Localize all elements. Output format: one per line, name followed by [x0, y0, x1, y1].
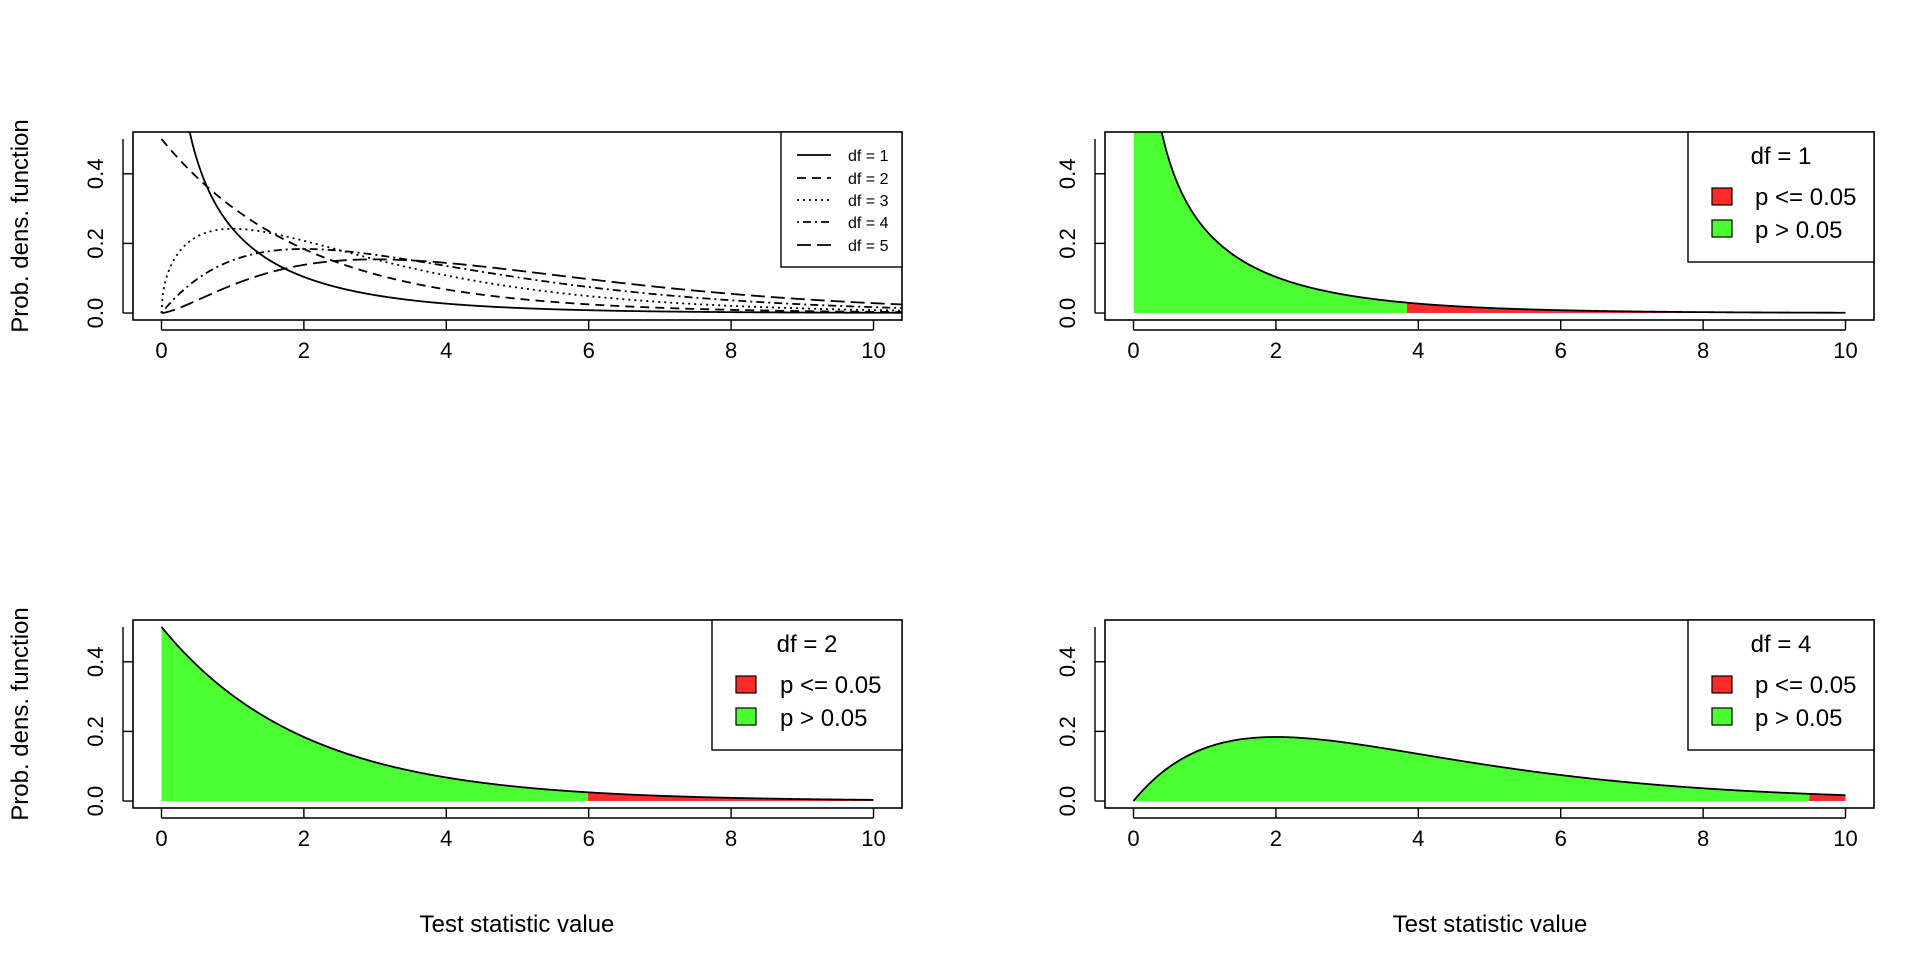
- series-line-df4: [160, 248, 902, 314]
- y-axis-title: Prob. dens. function: [7, 607, 34, 820]
- region-accept: [1133, 737, 1810, 802]
- legend-label-accept: p > 0.05: [780, 705, 867, 732]
- legend-label-reject: p <= 0.05: [1755, 184, 1856, 211]
- legend-label-reject: p <= 0.05: [1755, 672, 1856, 699]
- legend-title: df = 1: [1751, 143, 1812, 170]
- x-tick-label: 2: [298, 826, 310, 851]
- region-reject: [587, 792, 874, 802]
- y-tick-label: 0.0: [1055, 298, 1080, 329]
- x-tick-label: 0: [1127, 338, 1139, 363]
- legend: df = 4 p <= 0.05 p > 0.05: [1687, 619, 1875, 751]
- density-regions: [1132, 736, 1846, 802]
- density-curve-df2: [160, 626, 874, 801]
- region-accept: [161, 626, 588, 802]
- y-tick-label: 0.2: [83, 228, 108, 259]
- legend-title: df = 4: [1751, 631, 1812, 658]
- x-tick-label: 4: [440, 338, 452, 363]
- legend-swatch-reject: [1711, 187, 1733, 206]
- y-tick-label: 0.0: [1055, 786, 1080, 817]
- region-accept: [1133, 132, 1407, 314]
- x-tick-label: 4: [440, 826, 452, 851]
- x-axis: 0 2 4 6 8 10: [1127, 808, 1858, 851]
- legend-label-accept: p > 0.05: [1755, 217, 1842, 244]
- y-axis-title: Prob. dens. function: [7, 119, 34, 332]
- x-tick-label: 0: [1127, 826, 1139, 851]
- legend-swatch-reject: [735, 675, 757, 694]
- density-regions: [1133, 132, 1846, 314]
- x-axis-title: Test statistic value: [1393, 911, 1588, 938]
- density-regions: [160, 626, 874, 802]
- x-tick-label: 6: [583, 338, 595, 363]
- x-axis: 0 2 4 6 8 10: [155, 320, 886, 363]
- x-tick-label: 6: [1555, 338, 1567, 363]
- density-curve-df1: [1160, 132, 1846, 314]
- legend-swatch-accept: [1711, 219, 1733, 238]
- x-tick-label: 0: [155, 826, 167, 851]
- y-tick-label: 0.4: [83, 646, 108, 677]
- region-reject: [1406, 302, 1846, 314]
- density-curves: [160, 132, 902, 314]
- x-axis-title: Test statistic value: [420, 911, 615, 938]
- panel-df2: 0 2 4 6 8 10 0.0 0.2 0.4 Test statistic value P…: [7, 607, 903, 938]
- legend-label-df1: df = 1: [848, 148, 889, 165]
- x-tick-label: 6: [583, 826, 595, 851]
- legend-title: df = 2: [777, 631, 838, 658]
- series-line-df3: [160, 227, 902, 314]
- x-tick-label: 2: [1270, 826, 1282, 851]
- x-tick-label: 4: [1412, 826, 1424, 851]
- y-tick-label: 0.0: [83, 298, 108, 329]
- legend-label-df3: df = 3: [848, 193, 889, 210]
- legend-label-df5: df = 5: [848, 238, 889, 255]
- legend-swatch-accept: [1711, 707, 1733, 726]
- y-tick-label: 0.2: [1055, 228, 1080, 259]
- series-line-df5: [161, 258, 902, 314]
- legend-swatch-reject: [1711, 675, 1733, 694]
- x-tick-label: 8: [725, 826, 737, 851]
- x-tick-label: 8: [725, 338, 737, 363]
- panel-df4: 0 2 4 6 8 10 0.0 0.2 0.4 Test statistic value d…: [1055, 619, 1875, 938]
- legend-label-df4: df = 4: [848, 215, 889, 232]
- y-tick-label: 0.0: [83, 786, 108, 817]
- x-tick-label: 10: [1833, 826, 1857, 851]
- x-tick-label: 2: [1270, 338, 1282, 363]
- legend-label-reject: p <= 0.05: [780, 672, 881, 699]
- x-tick-label: 10: [861, 338, 885, 363]
- legend: df = 1 p <= 0.05 p > 0.05: [1687, 131, 1875, 263]
- y-axis: 0.0 0.2 0.4: [83, 138, 133, 329]
- density-curve-df4: [1132, 736, 1846, 802]
- series-line-df2: [160, 138, 902, 313]
- y-axis: 0.0 0.2 0.4: [83, 626, 133, 817]
- y-tick-label: 0.4: [1055, 158, 1080, 189]
- x-tick-label: 6: [1555, 826, 1567, 851]
- legend-label-df2: df = 2: [848, 171, 889, 188]
- x-axis: 0 2 4 6 8 10: [1127, 320, 1858, 363]
- x-tick-label: 10: [861, 826, 885, 851]
- y-tick-label: 0.2: [83, 716, 108, 747]
- x-tick-label: 10: [1833, 338, 1857, 363]
- x-axis: 0 2 4 6 8 10: [155, 808, 886, 851]
- panel-df1: 0 2 4 6 8 10 0.0 0.2 0.4 df = 1 p <= 0.05 p > 0…: [1055, 131, 1875, 363]
- x-tick-label: 4: [1412, 338, 1424, 363]
- y-tick-label: 0.2: [1055, 716, 1080, 747]
- legend-swatch-accept: [735, 707, 757, 726]
- legend: df = 2 p <= 0.05 p > 0.05: [711, 619, 903, 751]
- y-axis: 0.0 0.2 0.4: [1055, 138, 1105, 329]
- legend-label-accept: p > 0.05: [1755, 705, 1842, 732]
- y-tick-label: 0.4: [83, 158, 108, 189]
- x-tick-label: 8: [1697, 338, 1709, 363]
- x-tick-label: 0: [155, 338, 167, 363]
- x-tick-label: 2: [298, 338, 310, 363]
- legend: df = 1 df = 2 df = 3 df = 4 df = 5: [780, 131, 903, 268]
- y-axis: 0.0 0.2 0.4: [1055, 626, 1105, 817]
- x-tick-label: 8: [1697, 826, 1709, 851]
- y-tick-label: 0.4: [1055, 646, 1080, 677]
- panel-densities: 0 2 4 6 8 10 0.0 0.2 0.4 Prob. dens. function d…: [7, 119, 903, 363]
